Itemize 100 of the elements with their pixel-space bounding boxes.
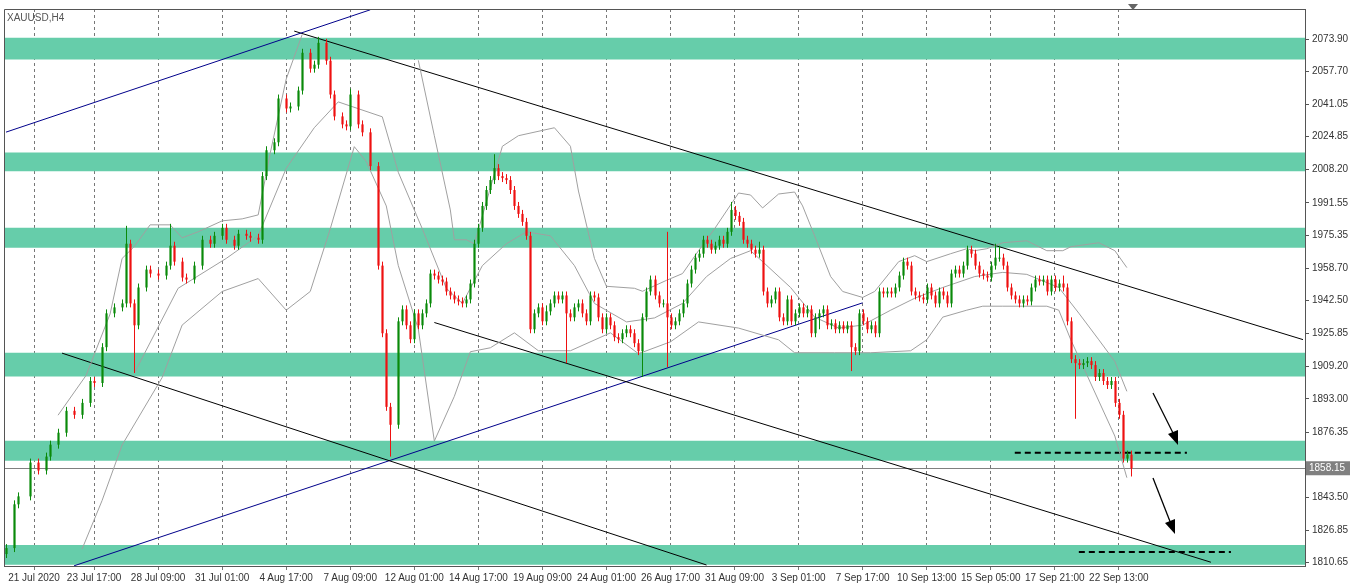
y-tick-label: 1958.70 <box>1312 261 1349 273</box>
candlestick <box>1074 354 1077 420</box>
x-tick-label: 4 Aug 17:00 <box>259 571 314 583</box>
candlestick <box>333 90 336 121</box>
candlestick <box>938 287 941 308</box>
y-tick-label: 2024.85 <box>1312 130 1349 142</box>
candlestick <box>702 235 705 259</box>
x-tick-label: 28 Jul 09:00 <box>130 571 186 583</box>
candlestick <box>1030 283 1033 306</box>
candlestick <box>654 275 657 300</box>
y-tick-label: 2041.05 <box>1312 98 1349 110</box>
candlestick <box>237 229 240 251</box>
candlestick <box>1006 261 1009 292</box>
candlestick <box>145 265 148 292</box>
x-tick-label: 19 Aug 09:00 <box>512 571 573 583</box>
x-tick-label: 10 Sep 13:00 <box>896 571 957 583</box>
x-tick-label: 7 Sep 17:00 <box>835 571 891 583</box>
candlestick <box>65 406 68 438</box>
candlestick <box>49 440 52 462</box>
x-tick-label: 31 Aug 09:00 <box>705 571 765 583</box>
y-tick-label: 2057.70 <box>1312 65 1349 77</box>
y-tick-label: 1925.85 <box>1312 327 1349 339</box>
candlestick <box>814 312 817 338</box>
candlestick <box>169 223 172 271</box>
candlestick <box>926 283 929 304</box>
x-tick-label: 17 Sep 21:00 <box>1025 571 1085 583</box>
candlestick <box>726 227 729 249</box>
candlestick <box>666 231 669 368</box>
candlestick <box>790 294 793 326</box>
y-tick-label: 1810.65 <box>1312 556 1349 568</box>
candlestick <box>317 36 320 70</box>
candlestick <box>649 275 652 296</box>
candlestick <box>601 312 604 334</box>
candlestick <box>1114 376 1117 408</box>
candlestick <box>974 249 977 271</box>
candlestick <box>565 290 568 364</box>
candlestick <box>850 320 853 372</box>
y-tick-label: 1843.50 <box>1312 491 1349 503</box>
x-tick-label: 31 Jul 01:00 <box>194 571 250 583</box>
candlestick <box>966 245 969 271</box>
candlestick <box>730 201 733 237</box>
candlestick <box>902 257 905 281</box>
candlestick <box>1046 275 1049 296</box>
candlestick <box>81 398 84 420</box>
y-tick-label: 1826.85 <box>1312 524 1349 536</box>
candlestick <box>613 320 616 342</box>
candlestick <box>389 402 392 458</box>
y-tick-label: 1893.00 <box>1312 392 1349 404</box>
candlestick <box>493 153 496 185</box>
y-tick-label: 2008.20 <box>1312 163 1349 175</box>
x-tick-label: 7 Aug 09:00 <box>323 571 378 583</box>
candlestick <box>994 243 997 271</box>
candlestick <box>525 217 528 241</box>
candlestick <box>297 86 300 111</box>
candlestick <box>173 241 176 267</box>
x-tick-label: 23 Jul 17:00 <box>66 571 122 583</box>
y-tick-label: 2073.90 <box>1312 32 1349 44</box>
candlestick <box>742 217 745 245</box>
candlestick <box>325 38 328 66</box>
candlestick <box>481 201 484 233</box>
candlestick <box>421 308 424 330</box>
candlestick <box>513 185 516 211</box>
candlestick <box>309 48 312 74</box>
candlestick <box>469 279 472 304</box>
candlestick <box>133 298 136 374</box>
candlestick <box>990 261 993 283</box>
candlestick <box>545 304 548 326</box>
ref-line-label: 1858.15 <box>1309 462 1346 474</box>
candlestick <box>686 279 689 308</box>
candlestick <box>417 308 420 330</box>
candlestick <box>193 261 196 285</box>
candlestick <box>597 292 600 322</box>
chart-title: XAUUSD,H4 <box>7 11 65 23</box>
candlestick <box>898 271 901 292</box>
y-tick-label: 1991.55 <box>1312 196 1349 208</box>
candlestick <box>401 304 404 326</box>
candlestick <box>181 257 184 283</box>
x-tick-label: 21 Jul 2020 <box>8 571 61 583</box>
candlestick <box>810 304 813 338</box>
candlestick <box>818 308 821 330</box>
x-tick-label: 15 Sep 05:00 <box>961 571 1021 583</box>
y-tick-label: 1975.35 <box>1312 228 1349 240</box>
candlestick <box>1130 450 1133 477</box>
candlestick <box>694 253 697 275</box>
candlestick <box>826 304 829 330</box>
candlestick <box>405 304 408 330</box>
candlestick <box>45 452 48 475</box>
candlestick <box>998 245 1001 263</box>
y-tick-label: 1876.35 <box>1312 425 1349 437</box>
candlestick <box>1050 275 1053 296</box>
x-tick-label: 12 Aug 01:00 <box>384 571 445 583</box>
candlestick <box>485 185 488 211</box>
x-tick-label: 24 Aug 01:00 <box>576 571 637 583</box>
candlestick <box>1094 360 1097 382</box>
candlestick <box>477 223 480 249</box>
y-tick-label: 1909.20 <box>1312 360 1349 372</box>
candlestick <box>786 294 789 326</box>
candlestick <box>690 265 693 288</box>
x-tick-label: 14 Aug 17:00 <box>448 571 509 583</box>
candlestick <box>89 376 92 408</box>
